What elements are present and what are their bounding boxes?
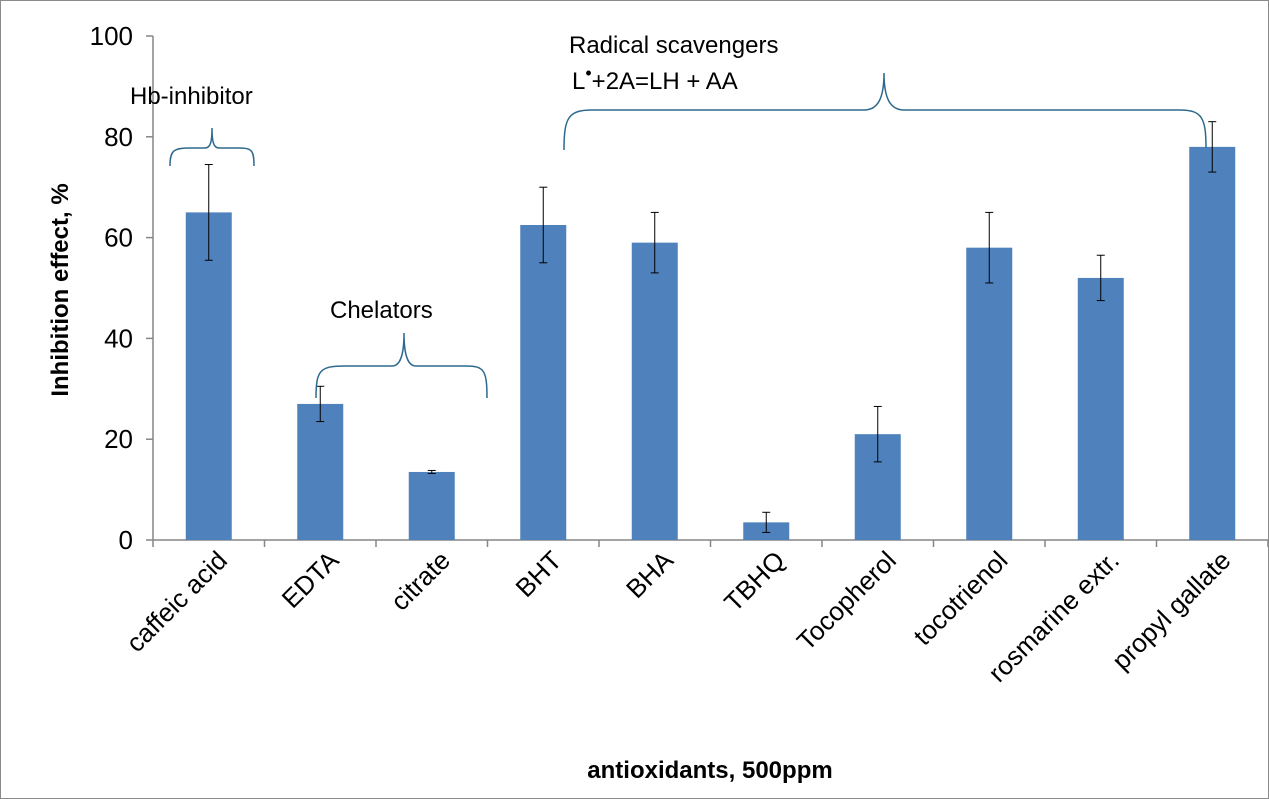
error-bars xyxy=(204,121,1217,533)
y-axis-title: Inhibition effect, % xyxy=(47,183,74,396)
x-tick-labels: caffeic acid EDTA citrate BHT BHA TBHQ Tocophe… xyxy=(120,545,1236,688)
radical-scavengers-equation: L•+2A=LH + AA xyxy=(572,63,738,95)
radical-scavengers-label: Radical scavengers xyxy=(569,32,778,59)
x-tick-label: Tocopherol xyxy=(791,545,902,656)
x-axis-title: antioxidants, 500ppm xyxy=(587,757,832,784)
x-tick-label: tocotrienol xyxy=(907,545,1013,651)
bar xyxy=(185,212,232,540)
bar xyxy=(520,225,567,540)
error-bar xyxy=(1096,254,1105,302)
y-ticks: 0 20 40 60 80 100 xyxy=(90,21,153,555)
x-tick-label: BHA xyxy=(620,545,679,604)
error-bar xyxy=(650,211,659,274)
x-tick-label: BHT xyxy=(510,545,568,603)
y-tick-label: 20 xyxy=(104,424,133,454)
y-tick-label: 60 xyxy=(104,223,133,253)
error-bar xyxy=(204,164,213,261)
equation-dot: • xyxy=(585,63,591,83)
radical-scavengers-bracket xyxy=(563,72,1207,151)
x-ticks xyxy=(152,540,1269,547)
error-bar xyxy=(539,186,548,264)
x-tick-label: caffeic acid xyxy=(120,545,233,658)
error-bar xyxy=(1208,121,1217,173)
error-bar xyxy=(427,469,436,474)
x-tick-label: EDTA xyxy=(276,545,345,614)
bar xyxy=(631,242,678,540)
x-tick-label: propyl gallate xyxy=(1106,545,1237,676)
chelators-label: Chelators xyxy=(330,297,433,324)
error-bar xyxy=(762,511,771,533)
bar xyxy=(966,247,1013,540)
x-tick-label: citrate xyxy=(385,545,456,616)
bar xyxy=(408,471,455,540)
bar xyxy=(1077,277,1124,540)
y-tick-label: 0 xyxy=(119,525,133,555)
x-tick-label: TBHQ xyxy=(718,545,790,617)
equation-prefix: L xyxy=(572,68,585,95)
bar xyxy=(297,403,344,540)
chelators-bracket xyxy=(315,332,488,399)
hb-inhibitor-bracket xyxy=(169,127,255,167)
error-bar xyxy=(873,405,882,463)
bars xyxy=(185,146,1236,540)
y-tick-label: 40 xyxy=(104,323,133,353)
hb-inhibitor-label: Hb-inhibitor xyxy=(130,83,253,110)
equation-suffix: +2A=LH + AA xyxy=(592,68,738,95)
bar xyxy=(1189,146,1236,540)
error-bar xyxy=(316,385,325,423)
group-brackets xyxy=(169,72,1207,399)
error-bar xyxy=(985,211,994,284)
y-tick-label: 80 xyxy=(104,122,133,152)
y-tick-label: 100 xyxy=(90,21,133,51)
